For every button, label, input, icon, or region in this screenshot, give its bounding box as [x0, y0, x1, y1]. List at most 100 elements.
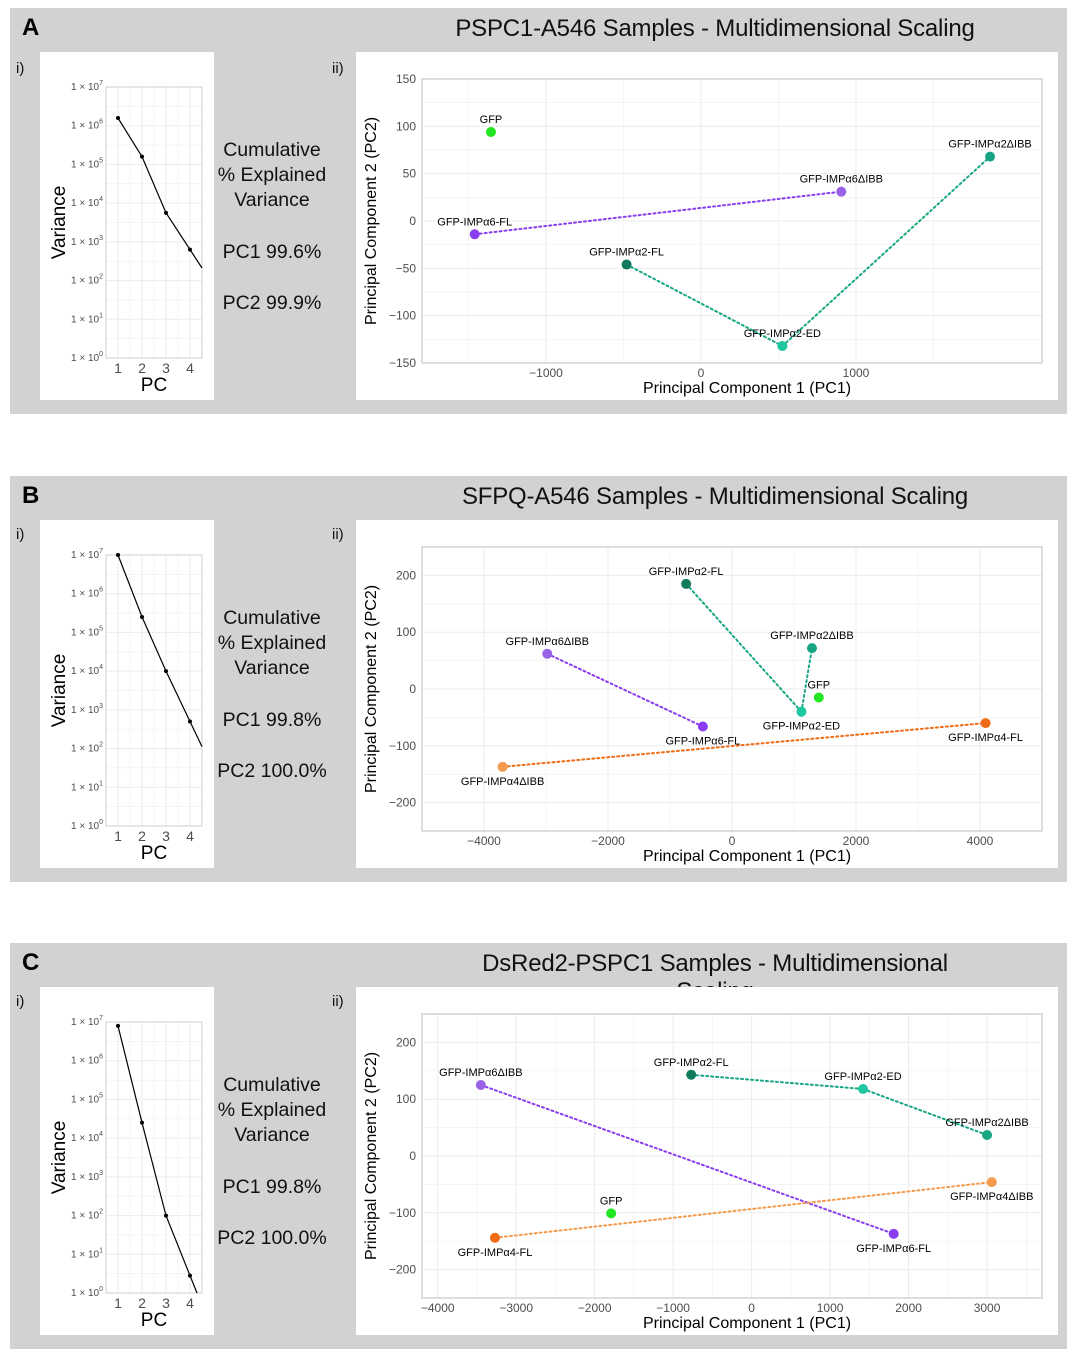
cumulative-line-2: % Explained	[217, 632, 327, 654]
connector-line	[800, 647, 813, 713]
variance-line	[117, 117, 203, 269]
sample-label: GFP-IMPα6ΔIBB	[506, 636, 589, 648]
cumulative-line-3: Variance	[234, 657, 310, 679]
panel-b: B SFPQ-A546 Samples - Multidimensional S…	[10, 476, 1067, 882]
y-tick-label: −100	[389, 309, 416, 323]
cumulative-variance-label: Cumulative % Explained Variance	[216, 606, 328, 681]
variance-point	[140, 1120, 144, 1125]
y-axis-title: Principal Component 2 (PC2)	[363, 1052, 380, 1260]
sample-point	[858, 1083, 869, 1094]
y-tick-label: 1 × 106	[71, 587, 103, 600]
panel-letter: C	[22, 949, 40, 976]
cumulative-line-2: % Explained	[217, 164, 327, 186]
y-tick-label: 200	[396, 1035, 416, 1049]
sample-point	[681, 578, 692, 589]
x-tick-label: −3000	[499, 1301, 533, 1315]
subpanel-label-i: i)	[16, 526, 25, 543]
scree-plot-svg: 1 × 107 1 × 106 1 × 105 1 × 104 1 × 103 1 × 1…	[49, 548, 203, 864]
variance-point	[116, 1023, 120, 1028]
x-axis-title: Principal Component 1 (PC1)	[643, 848, 851, 865]
connector-line	[862, 1087, 989, 1136]
sample-point	[485, 127, 496, 138]
mds-plot: −4000 −3000 −2000 −1000 0 1000 2000 3000 200 100 0…	[356, 987, 1058, 1335]
variance-point	[188, 247, 192, 252]
sample-label: GFP-IMPα2ΔIBB	[945, 1117, 1028, 1129]
sample-point	[686, 1069, 697, 1080]
x-tick-label: 4000	[967, 834, 994, 848]
x-axis-title: Principal Component 1 (PC1)	[643, 380, 851, 397]
y-tick-label: 1 × 104	[71, 664, 103, 677]
connector-line	[501, 722, 987, 768]
x-tick-label: 1000	[843, 366, 870, 380]
scree-plot: 1 × 107 1 × 106 1 × 105 1 × 104 1 × 103 1 × 1…	[40, 520, 214, 868]
x-axis-title: Principal Component 1 (PC1)	[643, 1315, 851, 1332]
connector-line	[625, 263, 784, 347]
scree-plot-svg: 1 × 107 1 × 106 1 × 105 1 × 104 1 × 103 1 × 1…	[49, 80, 203, 396]
x-tick-label: −4000	[467, 834, 501, 848]
connector-line	[473, 190, 843, 236]
sample-label: GFP-IMPα4ΔIBB	[950, 1191, 1033, 1203]
y-tick-label: 1 × 101	[71, 1247, 103, 1260]
x-tick-label: 2000	[843, 834, 870, 848]
y-tick-label: −100	[389, 739, 416, 753]
x-tick-label: −4000	[421, 1301, 455, 1315]
panel-letter: A	[22, 14, 40, 41]
x-tick-label: 3	[162, 828, 170, 844]
subpanel-label-ii: ii)	[332, 993, 344, 1010]
sample-point	[986, 1177, 997, 1188]
y-axis-title: Variance	[49, 186, 70, 260]
y-tick-label: −150	[389, 356, 416, 370]
variance-point	[188, 719, 192, 724]
connector-line	[685, 582, 803, 713]
y-tick-label: 1 × 100	[71, 351, 103, 364]
y-tick-label: −50	[396, 261, 417, 275]
pc1-explained: PC1 99.8%	[222, 709, 322, 731]
y-tick-label: 1 × 105	[71, 625, 103, 638]
y-tick-label: 1 × 103	[71, 235, 103, 248]
x-tick-label: 2000	[895, 1301, 922, 1315]
cumulative-line-3: Variance	[234, 1124, 310, 1146]
y-axis-title: Principal Component 2 (PC2)	[363, 585, 380, 793]
y-tick-label: 1 × 103	[71, 1170, 103, 1183]
x-tick-label: −2000	[578, 1301, 612, 1315]
variance-point	[164, 1213, 168, 1218]
sample-label: GFP-IMPα6ΔIBB	[439, 1067, 522, 1079]
connector-line	[479, 1084, 895, 1235]
connector-line	[690, 1073, 865, 1090]
sample-label: GFP-IMPα2-ED	[824, 1071, 901, 1083]
cumulative-line-1: Cumulative	[223, 1074, 321, 1096]
y-axis-title: Variance	[49, 1121, 70, 1195]
x-axis-title: PC	[141, 375, 167, 396]
sample-label: GFP-IMPα6-FL	[856, 1243, 931, 1255]
x-tick-label: 4	[186, 828, 194, 844]
y-tick-label: 0	[409, 1149, 416, 1163]
y-tick-label: 1 × 100	[71, 819, 103, 832]
cumulative-line-1: Cumulative	[223, 607, 321, 629]
x-tick-label: 4	[186, 360, 194, 376]
sample-label: GFP-IMPα2-ED	[763, 721, 840, 733]
y-tick-label: 1 × 102	[71, 274, 103, 287]
y-tick-label: −100	[389, 1206, 416, 1220]
sample-point	[489, 1232, 500, 1243]
x-tick-label: 3000	[974, 1301, 1001, 1315]
y-tick-label: 1 × 105	[71, 157, 103, 170]
sample-point	[985, 151, 996, 162]
sample-point	[606, 1208, 617, 1219]
subpanel-label-ii: ii)	[332, 526, 344, 543]
sample-point	[497, 761, 508, 772]
sample-label: GFP-IMPα4ΔIBB	[461, 776, 544, 788]
pc1-explained: PC1 99.6%	[222, 241, 322, 263]
y-tick-label: 1 × 107	[71, 80, 103, 93]
x-tick-label: −1000	[529, 366, 563, 380]
x-tick-label: −1000	[656, 1301, 690, 1315]
panel-letter: B	[22, 482, 40, 509]
sample-point	[982, 1129, 993, 1140]
connector-line	[546, 652, 704, 728]
y-tick-label: 1 × 106	[71, 119, 103, 132]
y-tick-label: 1 × 103	[71, 703, 103, 716]
x-tick-label: 0	[729, 834, 736, 848]
sample-label: GFP	[480, 114, 503, 126]
subpanel-label-ii: ii)	[332, 60, 344, 77]
x-tick-label: 2	[138, 828, 146, 844]
connector-line	[493, 1181, 993, 1239]
